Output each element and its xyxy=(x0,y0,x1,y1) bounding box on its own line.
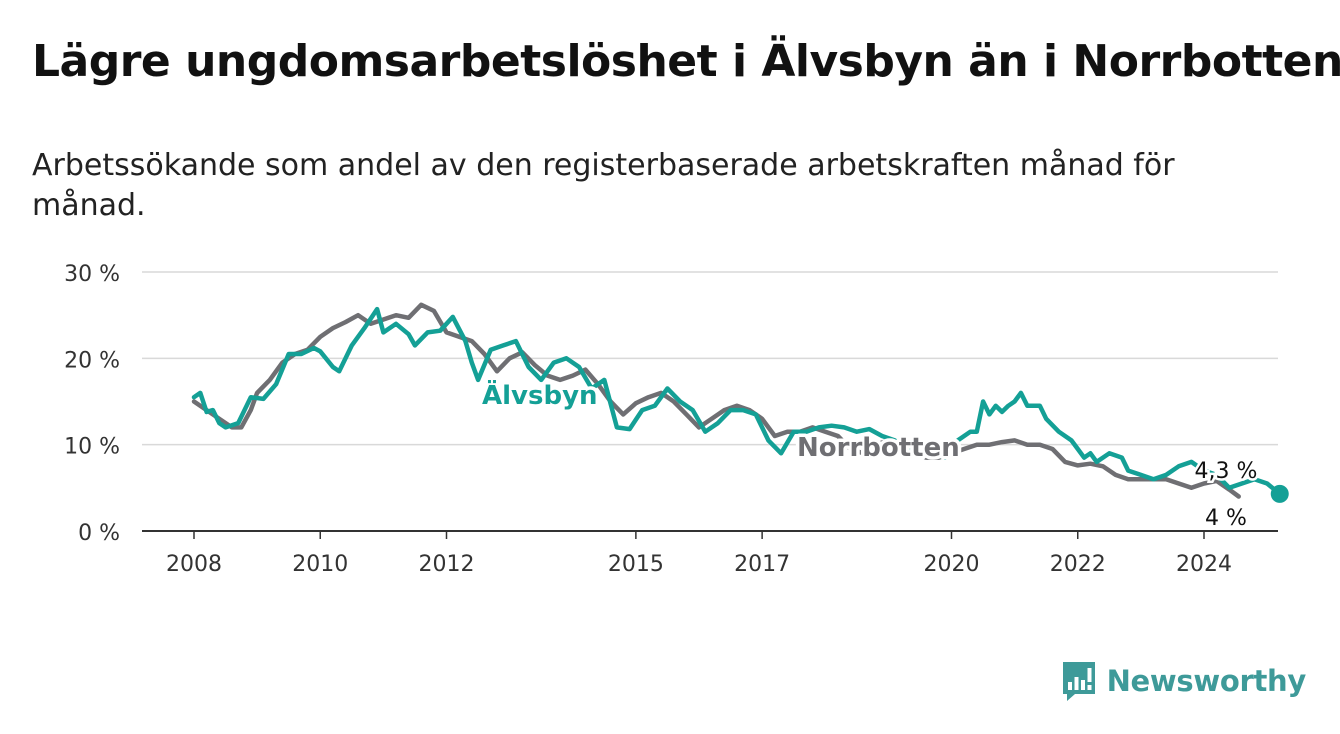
chart-series xyxy=(191,302,1289,503)
end-value-label-alvsbyn: 4,3 % xyxy=(1195,459,1258,484)
series-line-alvsbyn xyxy=(191,306,1283,497)
brand-name: Newsworthy xyxy=(1106,664,1307,698)
y-tick-label: 0 % xyxy=(78,521,120,546)
chart-subtitle: Arbetssökande som andel av den registerb… xyxy=(32,148,1175,223)
chart-grid xyxy=(142,271,1278,446)
x-tick-label: 2010 xyxy=(292,552,348,577)
newsworthy-logo-icon xyxy=(1062,662,1095,701)
chart-labels: Älvsbyn Norrbotten 4,3 % 4 % xyxy=(479,376,1260,534)
chart-title: Lägre ungdomsarbetslöshet i Älvsbyn än i… xyxy=(32,36,1340,87)
chart-axes: 0 % 10 % 20 % 30 % 2008 2010 2012 2015 2017 2020 2… xyxy=(64,262,1278,577)
x-tick-label: 2012 xyxy=(419,552,475,577)
x-tick-label: 2015 xyxy=(608,552,664,577)
series-line-norrbotten xyxy=(191,302,1241,499)
series-label-norrbotten: Norrbotten xyxy=(797,433,960,463)
y-tick-label: 20 % xyxy=(64,348,120,373)
series-label-alvsbyn: Älvsbyn xyxy=(482,379,598,411)
y-tick-label: 10 % xyxy=(64,435,120,460)
end-marker xyxy=(1270,484,1289,503)
brand-logo: Newsworthy xyxy=(1061,660,1306,702)
x-tick-label: 2017 xyxy=(734,552,790,577)
x-tick-label: 2008 xyxy=(166,552,222,577)
x-tick-label: 2022 xyxy=(1050,552,1106,577)
x-tick-label: 2024 xyxy=(1176,552,1232,577)
x-tick-label: 2020 xyxy=(924,552,980,577)
y-tick-label: 30 % xyxy=(64,262,120,287)
end-value-label-norrbotten: 4 % xyxy=(1205,506,1247,531)
